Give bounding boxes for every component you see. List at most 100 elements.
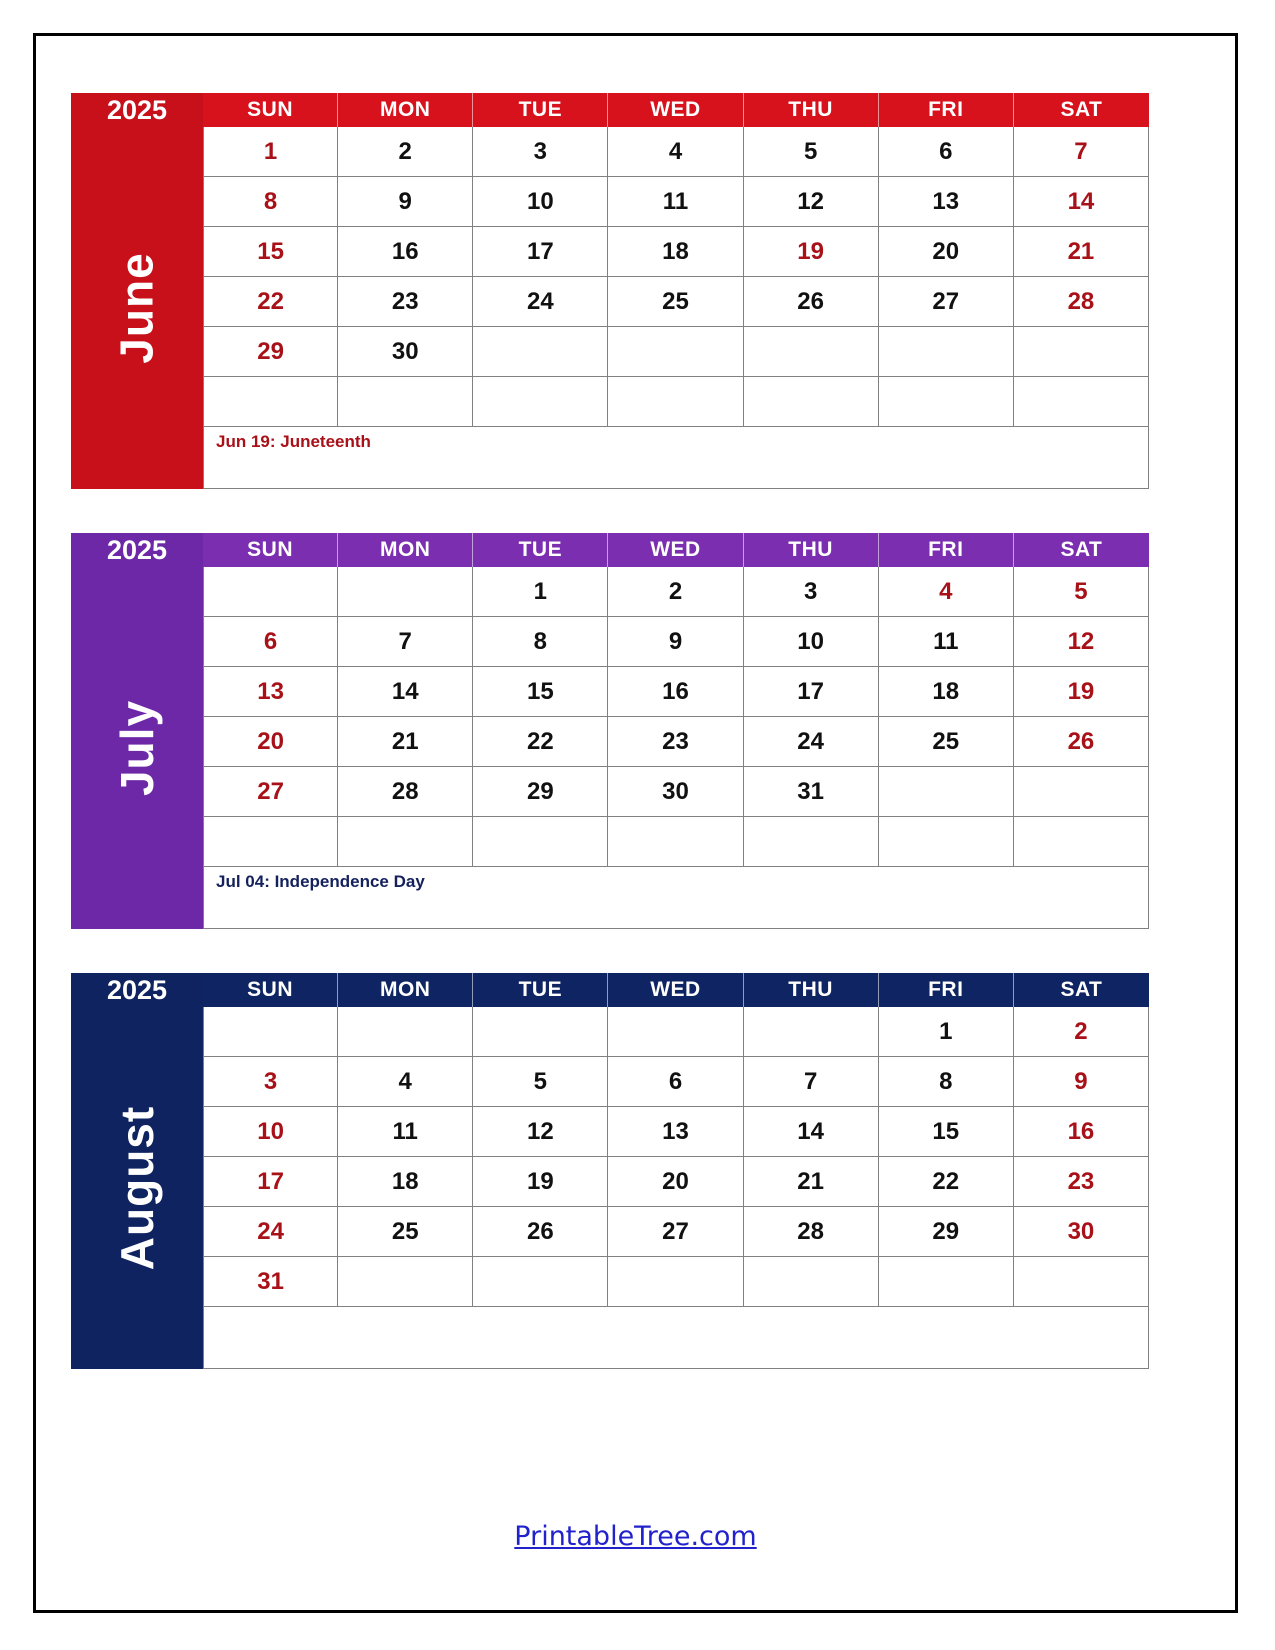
day-cell[interactable]: 25 (608, 277, 744, 327)
day-cell[interactable]: 2 (1013, 1007, 1149, 1057)
day-cell[interactable]: 21 (338, 717, 474, 767)
day-cell[interactable]: 19 (743, 227, 879, 277)
day-cell[interactable]: 29 (473, 767, 609, 817)
day-cell[interactable]: 23 (608, 717, 744, 767)
day-cell[interactable]: 11 (338, 1107, 474, 1157)
day-cell[interactable]: 30 (1013, 1207, 1149, 1257)
day-cell[interactable]: 18 (878, 667, 1014, 717)
day-cell[interactable]: 16 (608, 667, 744, 717)
day-cell[interactable]: 5 (743, 127, 879, 177)
day-cell[interactable]: 11 (878, 617, 1014, 667)
day-cell[interactable]: 29 (203, 327, 339, 377)
day-cell[interactable]: 3 (743, 567, 879, 617)
day-cell[interactable]: 10 (203, 1107, 339, 1157)
day-cell[interactable]: 20 (608, 1157, 744, 1207)
day-cell[interactable]: 21 (743, 1157, 879, 1207)
day-cell[interactable]: 16 (1013, 1107, 1149, 1157)
day-cell[interactable]: 26 (1013, 717, 1149, 767)
day-cell[interactable]: 12 (743, 177, 879, 227)
day-cell[interactable]: 14 (338, 667, 474, 717)
day-cell[interactable]: 8 (203, 177, 339, 227)
day-cell[interactable]: 25 (878, 717, 1014, 767)
day-cell[interactable]: 31 (203, 1257, 339, 1307)
day-cell[interactable]: 26 (473, 1207, 609, 1257)
month-name-label: August (71, 1007, 203, 1369)
day-cell[interactable]: 17 (743, 667, 879, 717)
day-cell-empty (743, 327, 879, 377)
day-cell[interactable]: 9 (608, 617, 744, 667)
day-cell[interactable]: 17 (473, 227, 609, 277)
day-cell[interactable]: 19 (1013, 667, 1149, 717)
day-cell[interactable]: 18 (608, 227, 744, 277)
day-cell[interactable]: 28 (338, 767, 474, 817)
day-cell[interactable]: 9 (1013, 1057, 1149, 1107)
day-cell[interactable]: 1 (203, 127, 339, 177)
day-cell[interactable]: 12 (473, 1107, 609, 1157)
day-cell[interactable]: 20 (203, 717, 339, 767)
day-cell[interactable]: 3 (203, 1057, 339, 1107)
day-cell[interactable]: 17 (203, 1157, 339, 1207)
day-cell[interactable]: 24 (203, 1207, 339, 1257)
day-cell[interactable]: 26 (743, 277, 879, 327)
printabletree-link[interactable]: PrintableTree.com (514, 1521, 757, 1552)
day-cell[interactable]: 24 (743, 717, 879, 767)
day-cell[interactable]: 4 (608, 127, 744, 177)
day-cell[interactable]: 30 (608, 767, 744, 817)
calendar-sheet: 2025 June SUN MON TUE WED THU FRI SAT 1 2 3 4 5 6 7 8 9 10… (71, 93, 1149, 1369)
day-cell[interactable]: 4 (338, 1057, 474, 1107)
day-cell[interactable]: 18 (338, 1157, 474, 1207)
day-cell[interactable]: 1 (473, 567, 609, 617)
day-cell[interactable]: 23 (338, 277, 474, 327)
day-cell[interactable]: 29 (878, 1207, 1014, 1257)
day-cell[interactable]: 30 (338, 327, 474, 377)
day-cell[interactable]: 6 (203, 617, 339, 667)
day-cell[interactable]: 22 (473, 717, 609, 767)
day-cell[interactable]: 10 (743, 617, 879, 667)
day-cell[interactable]: 7 (743, 1057, 879, 1107)
day-cell[interactable]: 16 (338, 227, 474, 277)
day-cell[interactable]: 7 (1013, 127, 1149, 177)
day-cell[interactable]: 12 (1013, 617, 1149, 667)
day-cell[interactable]: 28 (1013, 277, 1149, 327)
day-cell[interactable]: 31 (743, 767, 879, 817)
weekday-header-row: SUN MON TUE WED THU FRI SAT (203, 973, 1149, 1007)
day-cell[interactable]: 5 (473, 1057, 609, 1107)
day-cell[interactable]: 3 (473, 127, 609, 177)
day-cell[interactable]: 21 (1013, 227, 1149, 277)
day-cell[interactable]: 4 (878, 567, 1014, 617)
day-cell[interactable]: 28 (743, 1207, 879, 1257)
day-cell[interactable]: 13 (608, 1107, 744, 1157)
day-cell[interactable]: 1 (878, 1007, 1014, 1057)
month-name-text: August (111, 1105, 164, 1271)
day-cell[interactable]: 8 (878, 1057, 1014, 1107)
day-cell[interactable]: 19 (473, 1157, 609, 1207)
day-cell[interactable]: 22 (878, 1157, 1014, 1207)
day-cell[interactable]: 13 (203, 667, 339, 717)
day-cell[interactable]: 15 (878, 1107, 1014, 1157)
day-cell[interactable]: 24 (473, 277, 609, 327)
day-cell[interactable]: 9 (338, 177, 474, 227)
day-cell[interactable]: 2 (338, 127, 474, 177)
day-cell[interactable]: 27 (203, 767, 339, 817)
day-cell[interactable]: 23 (1013, 1157, 1149, 1207)
day-cell[interactable]: 25 (338, 1207, 474, 1257)
day-cell[interactable]: 14 (1013, 177, 1149, 227)
day-cell[interactable]: 27 (878, 277, 1014, 327)
day-cell[interactable]: 6 (878, 127, 1014, 177)
day-cell[interactable]: 15 (203, 227, 339, 277)
day-cell[interactable]: 2 (608, 567, 744, 617)
day-cell[interactable]: 15 (473, 667, 609, 717)
day-cell-empty (473, 377, 609, 427)
day-cell[interactable]: 5 (1013, 567, 1149, 617)
month-spine-june: 2025 June (71, 93, 203, 489)
day-cell[interactable]: 22 (203, 277, 339, 327)
day-cell[interactable]: 27 (608, 1207, 744, 1257)
day-cell[interactable]: 14 (743, 1107, 879, 1157)
day-cell[interactable]: 13 (878, 177, 1014, 227)
day-cell[interactable]: 8 (473, 617, 609, 667)
day-cell[interactable]: 11 (608, 177, 744, 227)
day-cell[interactable]: 6 (608, 1057, 744, 1107)
day-cell[interactable]: 7 (338, 617, 474, 667)
day-cell[interactable]: 10 (473, 177, 609, 227)
day-cell[interactable]: 20 (878, 227, 1014, 277)
